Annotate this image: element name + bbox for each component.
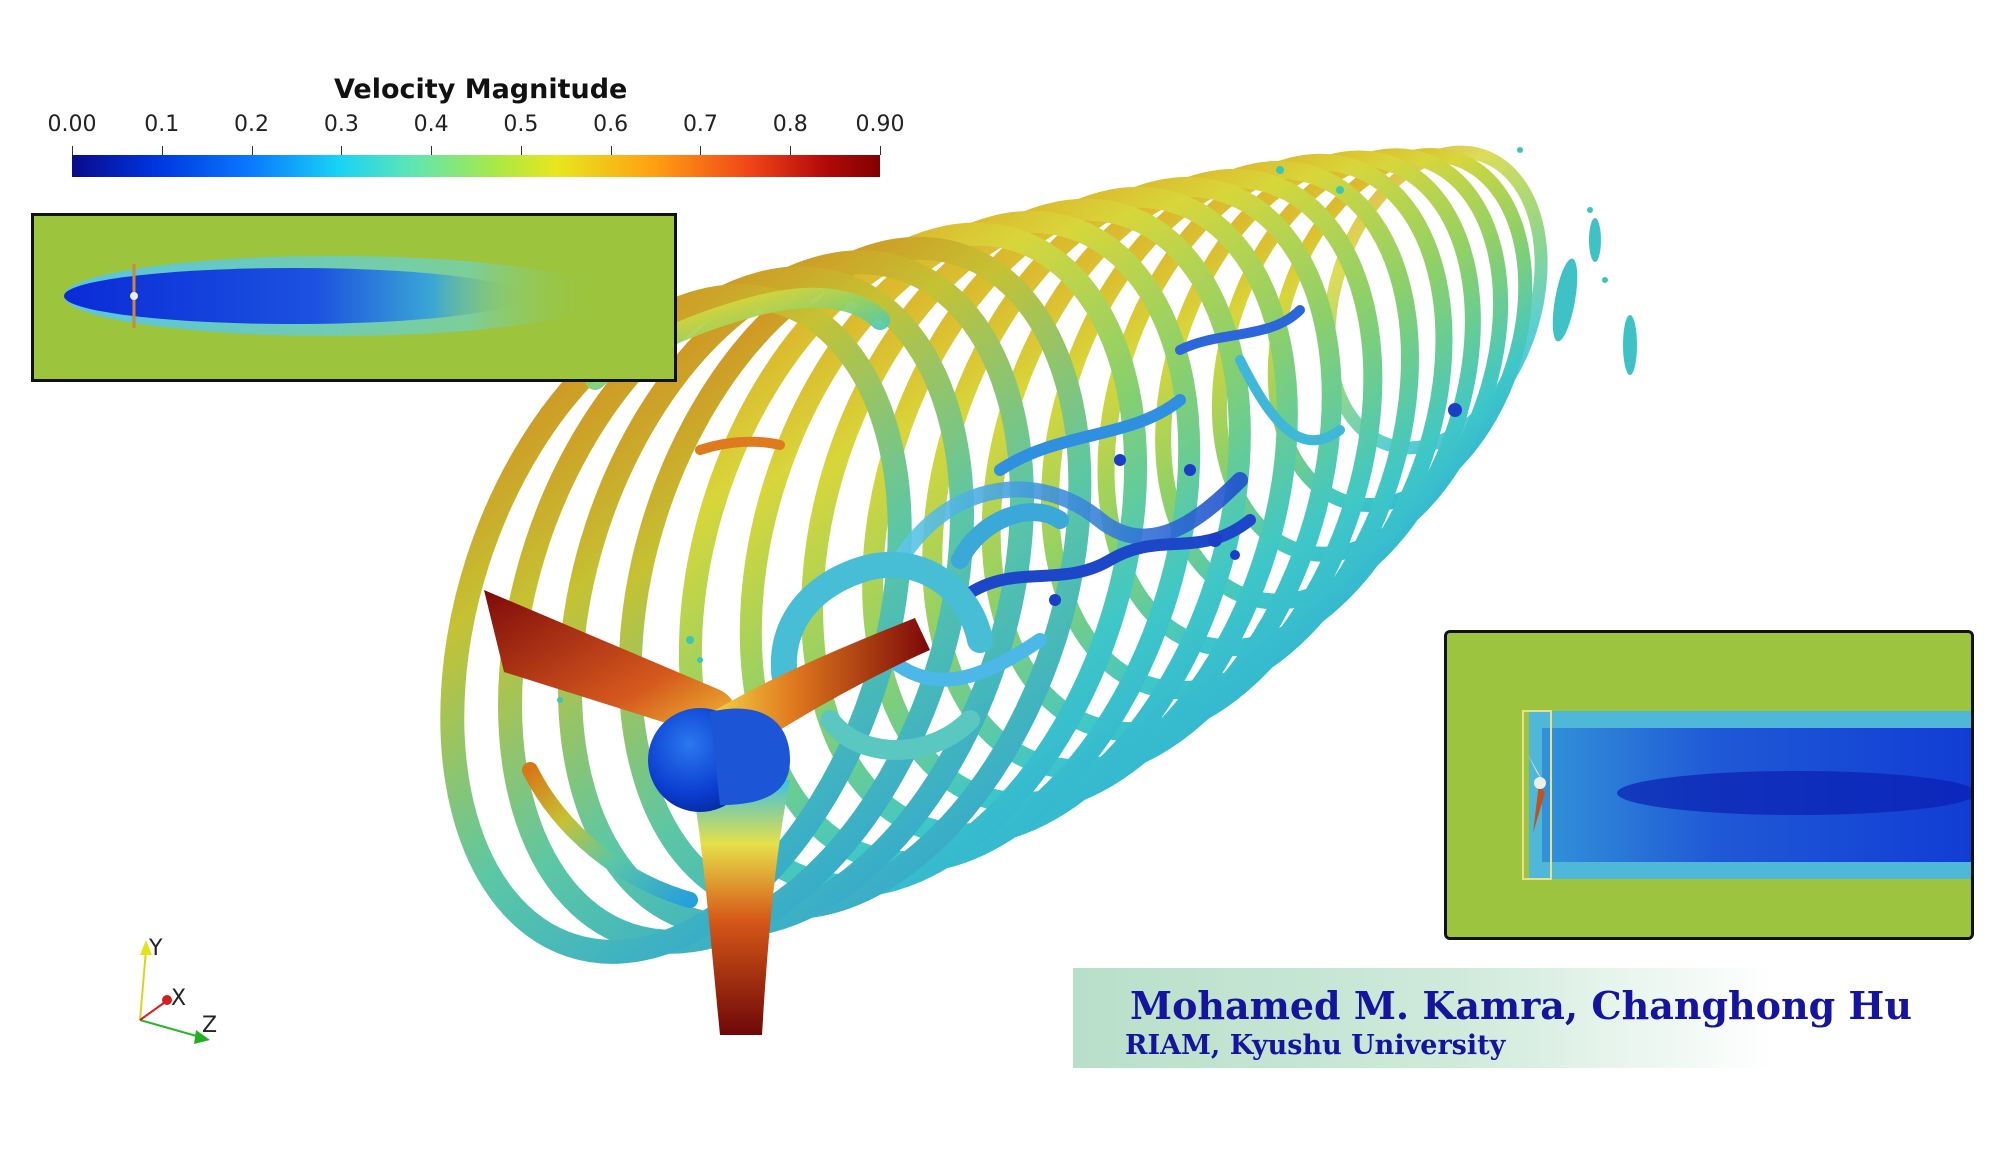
colorbar: [72, 155, 880, 177]
colorbar-tick-mark: [790, 146, 792, 155]
colorbar-tick-label: 0.00: [47, 112, 97, 137]
rotor-blade-upper: [484, 590, 735, 740]
colorbar-tick-mark: [880, 146, 881, 155]
axis-label-y: Y: [149, 936, 163, 961]
colorbar-tick-label: 0.1: [144, 112, 180, 137]
colorbar-tick-mark: [161, 146, 163, 155]
wake-slice-inset-zoom: [1444, 630, 1974, 940]
colorbar-tick-label: 0.7: [682, 112, 718, 137]
author-affiliation: RIAM, Kyushu University: [1125, 1030, 1506, 1061]
colorbar-tick-label: 0.5: [503, 112, 539, 137]
axis-label-x: X: [171, 986, 187, 1011]
colorbar-tick-label: 0.90: [855, 112, 905, 137]
colorbar-tick-label: 0.4: [413, 112, 449, 137]
colorbar-tick-mark: [341, 146, 343, 155]
colorbar-title: Velocity Magnitude: [334, 74, 628, 105]
axis-label-z: Z: [202, 1013, 218, 1038]
colorbar-tick-mark: [431, 146, 433, 155]
colorbar-tick-mark: [610, 146, 612, 155]
colorbar-tick-label: 0.8: [772, 112, 808, 137]
colorbar-tick-mark: [72, 146, 73, 155]
wake-slice-inset-top: [31, 213, 677, 382]
colorbar-tick-mark: [700, 146, 702, 155]
colorbar-tick-label: 0.6: [593, 112, 629, 137]
colorbar-tick-label: 0.3: [323, 112, 359, 137]
colorbar-tick-mark: [520, 146, 522, 155]
rotor-blade-lower: [690, 780, 790, 1035]
credits-banner: [1073, 968, 1773, 1068]
colorbar-tick-label: 0.2: [234, 112, 270, 137]
author-names: Mohamed M. Kamra, Changhong Hu: [1130, 983, 1912, 1028]
colorbar-tick-mark: [251, 146, 253, 155]
